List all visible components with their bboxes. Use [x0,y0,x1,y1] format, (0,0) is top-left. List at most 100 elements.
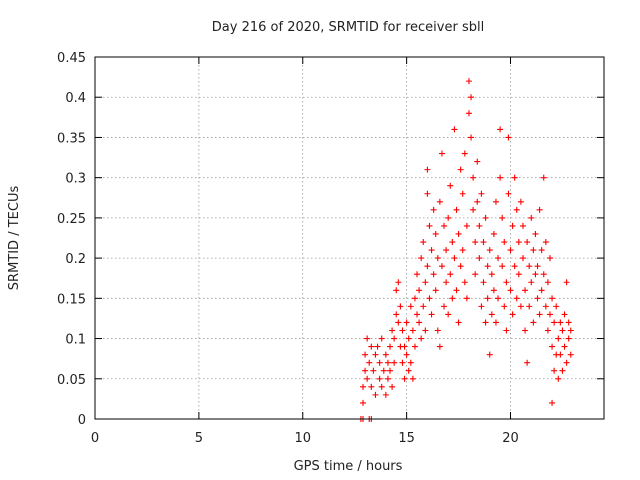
data-point [405,335,412,342]
data-point [461,150,468,157]
data-point [457,166,464,173]
data-point [557,319,564,326]
data-point [565,319,572,326]
data-point [517,303,524,310]
data-point [360,399,367,406]
data-point [549,399,556,406]
data-point [538,287,545,294]
data-point [424,190,431,197]
data-point [384,375,391,382]
data-point [501,303,508,310]
data-points [357,78,574,422]
data-point [546,255,553,262]
data-point [536,206,543,213]
data-point [563,359,570,366]
data-point [549,295,556,302]
data-point [532,271,539,278]
data-point [528,214,535,221]
data-point [495,295,502,302]
data-point [492,319,499,326]
data-point [418,255,425,262]
data-point [544,279,551,286]
data-point [561,343,568,350]
x-tick-label: 15 [398,431,415,446]
data-point [484,295,491,302]
data-point [515,239,522,246]
data-point [391,335,398,342]
data-point [519,222,526,229]
data-point [428,247,435,254]
data-point [411,343,418,350]
y-tick-label: 0.05 [57,373,86,388]
data-point [378,335,385,342]
data-point [553,303,560,310]
data-point [372,351,379,358]
data-point [480,239,487,246]
data-point [490,230,497,237]
data-point [370,367,377,374]
plot-frame [94,56,605,420]
data-point [403,351,410,358]
data-point [384,359,391,366]
data-point [403,319,410,326]
data-point [544,327,551,334]
data-point [457,263,464,270]
y-tick-label: 0.35 [57,131,86,146]
y-tick-label: 0.1 [65,333,86,348]
data-point [414,271,421,278]
data-point [522,327,529,334]
data-point [497,126,504,133]
data-point [362,367,369,374]
x-tick-label: 20 [502,431,519,446]
data-point [387,343,394,350]
data-point [530,247,537,254]
data-point [559,327,566,334]
data-point [509,222,516,229]
data-point [362,351,369,358]
data-point [453,206,460,213]
data-point [382,351,389,358]
data-point [387,367,394,374]
data-point [511,263,518,270]
data-point [557,351,564,358]
data-point [549,343,556,350]
data-point [451,126,458,133]
data-point [422,279,429,286]
data-point [476,222,483,229]
data-point [567,351,574,358]
data-point [438,263,445,270]
data-point [434,327,441,334]
data-point [559,367,566,374]
data-point [499,263,506,270]
data-point [542,239,549,246]
y-tick-label: 0.4 [65,91,86,106]
data-point [414,311,421,318]
y-tick-label: 0.25 [57,212,86,227]
data-point [488,271,495,278]
data-point [422,327,429,334]
data-point [480,279,487,286]
data-point [395,279,402,286]
y-tick-label: 0.45 [57,51,86,66]
data-point [530,319,537,326]
data-point [455,230,462,237]
data-point [503,327,510,334]
data-point [389,327,396,334]
data-point [497,174,504,181]
data-point [401,343,408,350]
data-point [522,287,529,294]
data-point [486,351,493,358]
grid-lines [95,57,604,419]
data-point [511,174,518,181]
data-point [563,279,570,286]
data-point [486,247,493,254]
data-point [432,230,439,237]
data-point [441,303,448,310]
data-point [555,375,562,382]
data-point [472,271,479,278]
data-point [488,311,495,318]
data-point [451,255,458,262]
data-point [436,343,443,350]
data-point [407,359,414,366]
